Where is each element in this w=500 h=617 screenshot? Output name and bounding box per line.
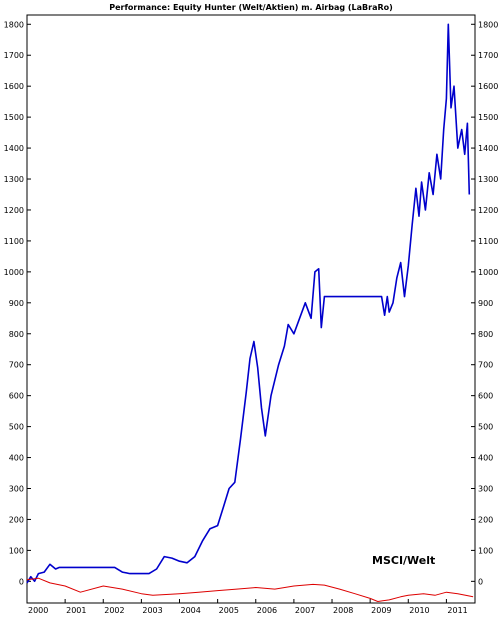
y-tick-label-right: 1600 (478, 82, 498, 91)
series-group (26, 23, 474, 602)
y-tick-label-right: 900 (478, 299, 493, 308)
y-tick-label-right: 1100 (478, 237, 498, 246)
y-axis-left: 0 100 200 300 400 500 600 700 800 900 1000 1100 1200… (4, 20, 31, 586)
y-tick-label-right: 1500 (478, 113, 498, 122)
y-tick-label-left: 1600 (4, 82, 24, 91)
x-tick-label: 2007 (295, 606, 315, 615)
chart-title: Performance: Equity Hunter (Welt/Aktien)… (109, 3, 393, 12)
y-axis-right: 0 100 200 300 400 500 600 700 800 900 1000 1100 1200… (471, 20, 498, 586)
y-tick-label-left: 1700 (4, 51, 24, 60)
y-tick-label-left: 1800 (4, 20, 24, 29)
y-tick-label-left: 400 (9, 454, 24, 463)
x-tick-label: 2011 (447, 606, 467, 615)
y-tick-label-left: 600 (9, 392, 24, 401)
y-tick-label-right: 700 (478, 361, 493, 370)
plot-frame (26, 14, 476, 604)
y-tick-label-right: 400 (478, 454, 493, 463)
y-tick-label-left: 200 (9, 515, 24, 524)
y-tick-label-right: 1800 (478, 20, 498, 29)
y-tick-label-left: 1500 (4, 113, 24, 122)
y-tick-label-right: 100 (478, 546, 493, 555)
x-tick-label: 2008 (333, 606, 353, 615)
y-tick-label-right: 1000 (478, 268, 498, 277)
x-tick-label: 2004 (181, 606, 201, 615)
x-tick-label: 2009 (371, 606, 391, 615)
y-tick-label-left: 0 (19, 577, 24, 586)
x-tick-label: 2002 (104, 606, 124, 615)
y-tick-label-right: 1700 (478, 51, 498, 60)
x-tick-label: 2006 (257, 606, 277, 615)
y-tick-label-left: 1300 (4, 175, 24, 184)
y-tick-label-left: 500 (9, 423, 24, 432)
y-tick-label-left: 1000 (4, 268, 24, 277)
y-tick-label-left: 900 (9, 299, 24, 308)
msci-world-line (26, 577, 474, 602)
y-tick-label-left: 1200 (4, 206, 24, 215)
x-tick-label: 2003 (142, 606, 162, 615)
y-tick-label-right: 200 (478, 515, 493, 524)
x-axis: 2000 2001 2002 2003 2004 2005 2006 2007 2008 2009… (26, 599, 468, 615)
y-tick-label-right: 1400 (478, 144, 498, 153)
y-tick-label-right: 1200 (478, 206, 498, 215)
index-annotation: MSCI/Welt (372, 554, 435, 567)
y-tick-label-left: 300 (9, 484, 24, 493)
y-tick-label-left: 800 (9, 330, 24, 339)
x-tick-label: 2010 (409, 606, 429, 615)
y-tick-label-left: 100 (9, 546, 24, 555)
y-tick-label-right: 0 (478, 577, 483, 586)
x-tick-label: 2001 (66, 606, 86, 615)
x-tick-label: 2005 (219, 606, 239, 615)
x-tick-label: 2000 (28, 606, 48, 615)
y-tick-label-right: 300 (478, 484, 493, 493)
y-tick-label-right: 800 (478, 330, 493, 339)
y-tick-label-right: 500 (478, 423, 493, 432)
y-tick-label-left: 1100 (4, 237, 24, 246)
y-tick-label-left: 1400 (4, 144, 24, 153)
equity-hunter-line (26, 23, 471, 584)
y-tick-label-right: 600 (478, 392, 493, 401)
y-tick-label-right: 1300 (478, 175, 498, 184)
y-tick-label-left: 700 (9, 361, 24, 370)
